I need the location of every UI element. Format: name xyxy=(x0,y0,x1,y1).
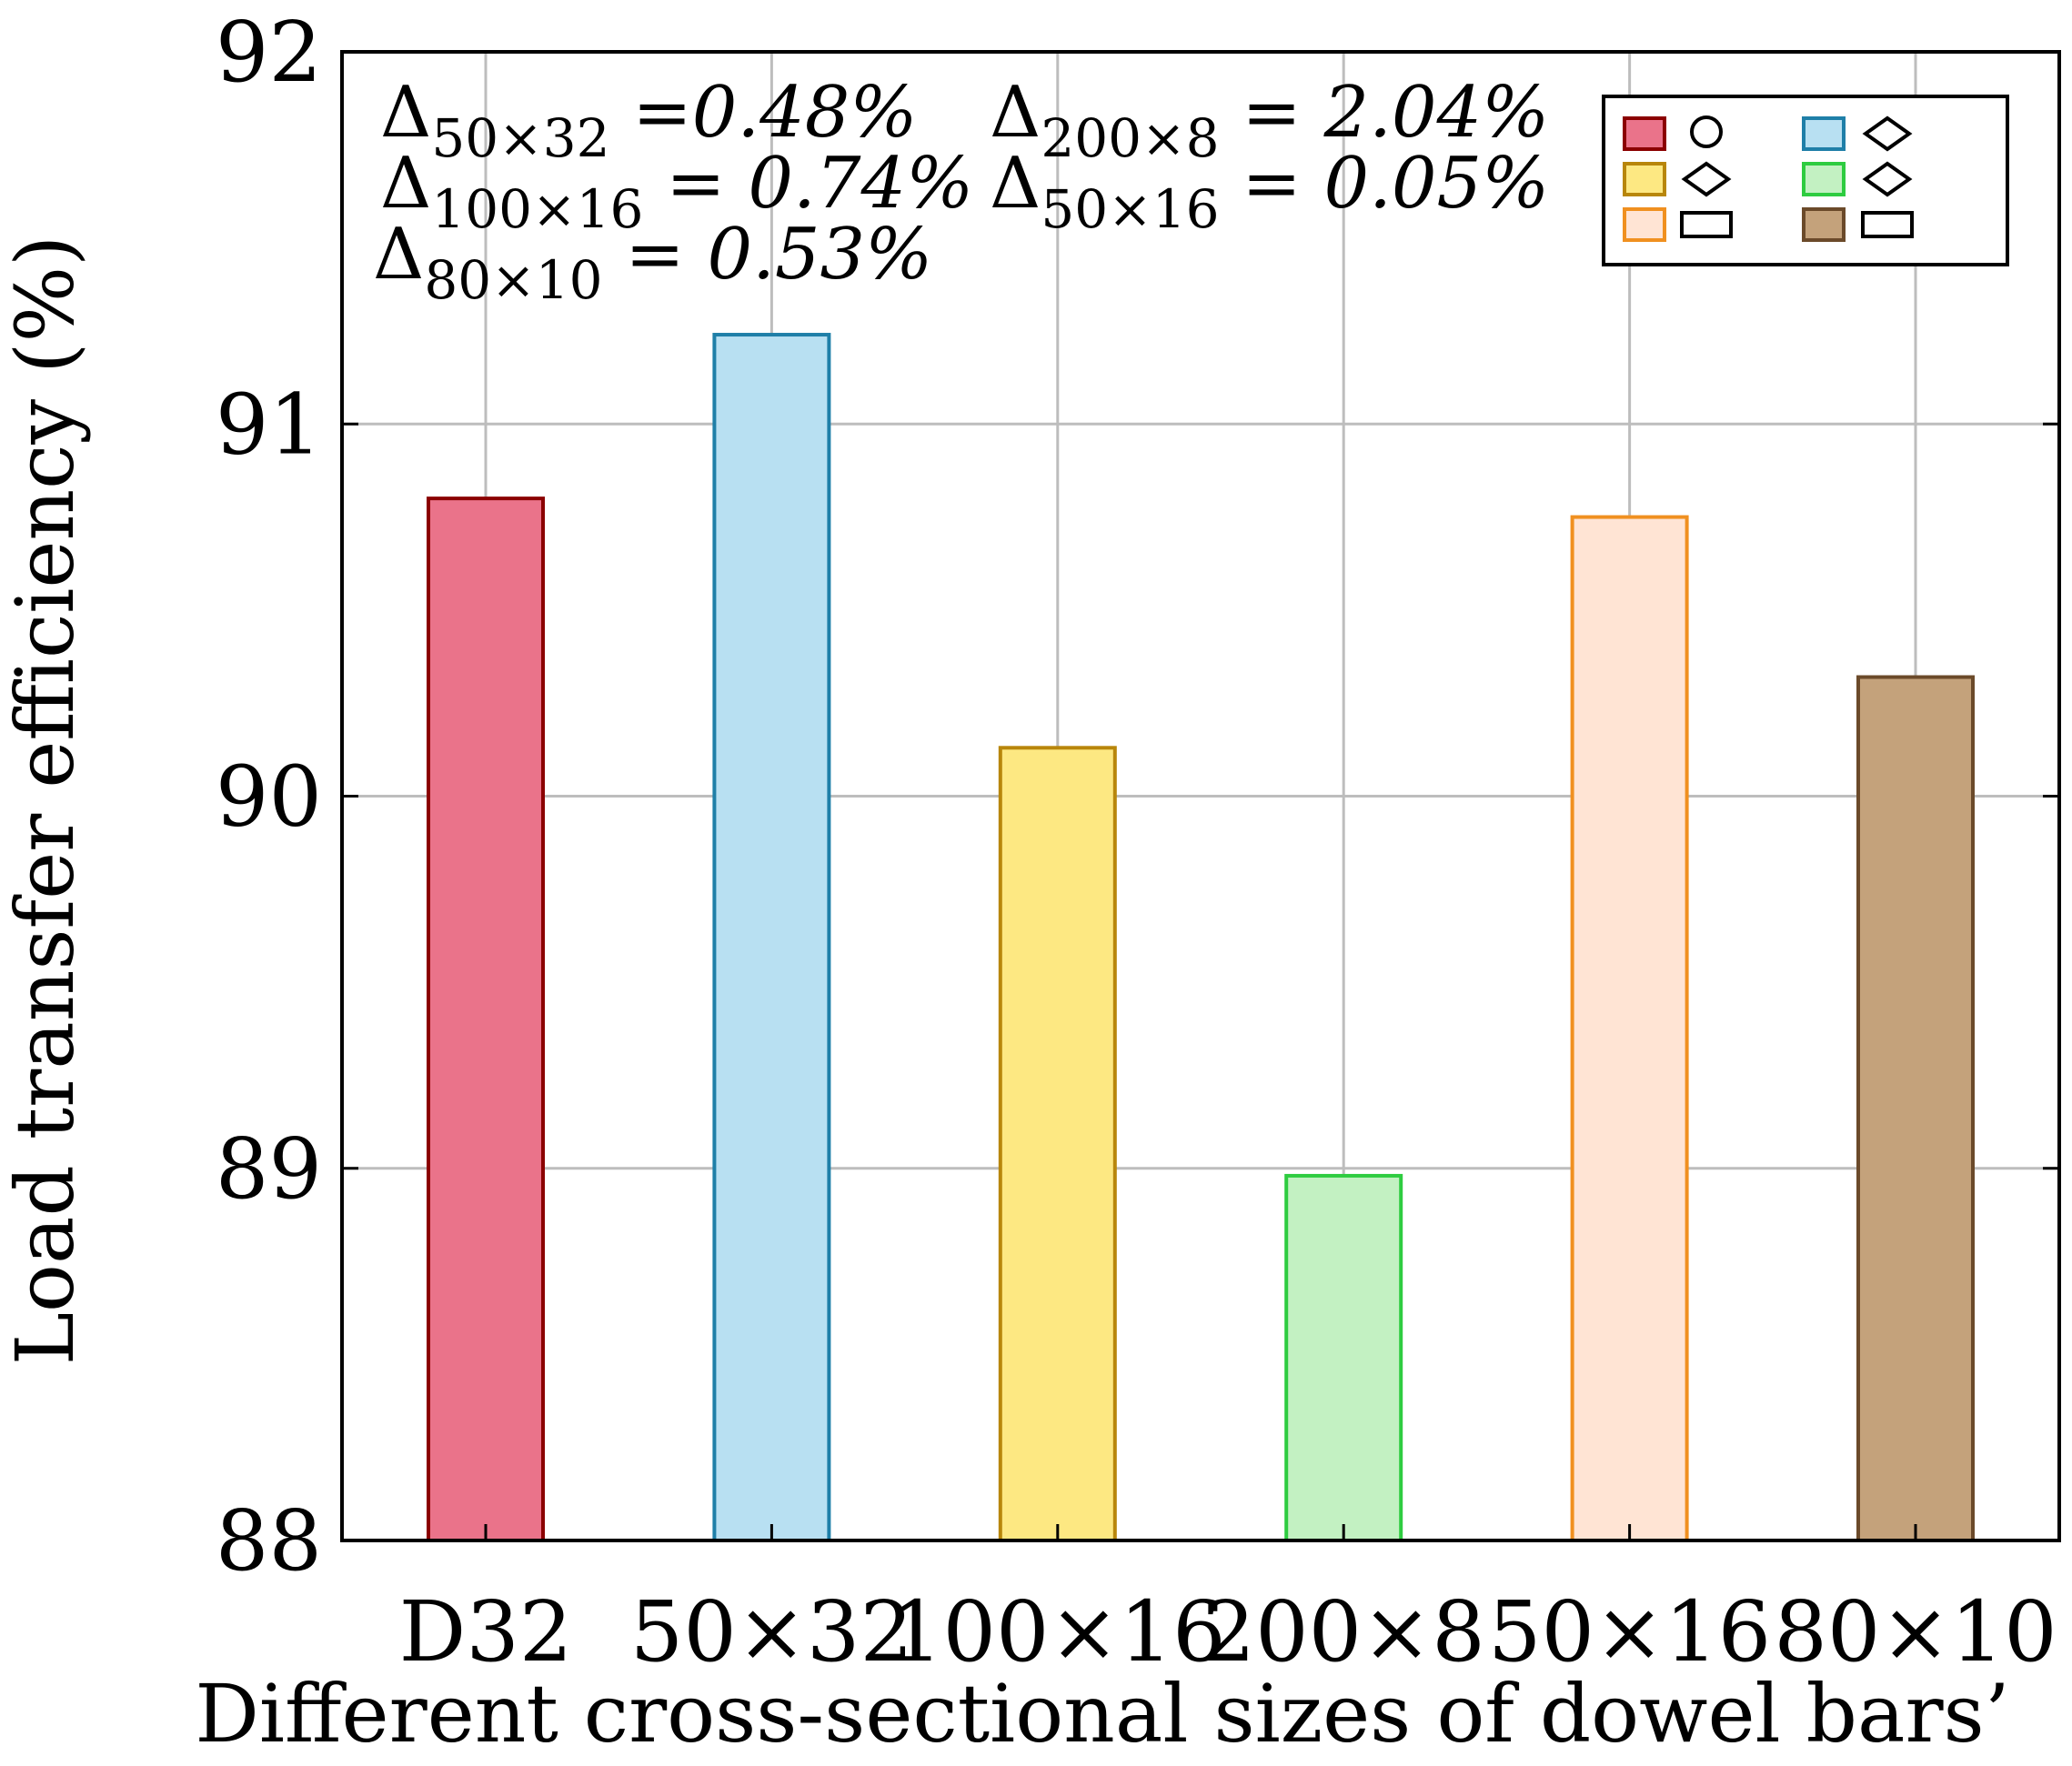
delta-value: = 0.05% xyxy=(1220,143,1550,225)
legend-swatch xyxy=(1802,162,1846,196)
legend-marker-diamond xyxy=(1681,161,1732,197)
legend-marker-rectangle xyxy=(1861,211,1914,238)
bar-2 xyxy=(998,746,1117,1542)
delta-subscript: 50×32 xyxy=(431,107,609,169)
delta-subscript: 200×8 xyxy=(1041,107,1219,169)
delta-subscript: 50×16 xyxy=(1041,178,1219,240)
legend-swatch xyxy=(1623,162,1666,196)
bar-1 xyxy=(712,333,831,1542)
y-tick-label: 88 xyxy=(216,1492,322,1590)
delta-annotations: Δ50×32 =0.48% Δ200×8 = 2.04%Δ100×16 = 0.7… xyxy=(373,72,1549,311)
legend-marker-diamond xyxy=(1862,115,1913,152)
delta-symbol: Δ xyxy=(373,214,424,296)
y-axis-title: Load transfer efficiency (%) xyxy=(0,236,92,1366)
legend-swatch xyxy=(1623,207,1666,242)
bars xyxy=(427,333,1975,1543)
delta-subscript: 80×10 xyxy=(424,249,602,311)
delta-subscript: 100×16 xyxy=(431,178,643,240)
legend-marker-circle xyxy=(1690,115,1723,148)
delta-value: = 0.53% xyxy=(603,214,933,296)
y-tick-label: 91 xyxy=(216,376,322,473)
delta-value: = 2.04% xyxy=(1220,72,1550,154)
delta-symbol: Δ xyxy=(380,143,431,225)
delta-annotation: Δ50×16 = 0.05% xyxy=(990,143,1549,240)
y-tick-label: 89 xyxy=(216,1120,322,1218)
x-tick-label: 50×16 xyxy=(1488,1583,1771,1681)
x-axis-title: Different cross-sectional sizes of dowel… xyxy=(195,1667,2009,1761)
delta-symbol: Δ xyxy=(990,143,1041,225)
y-tick-label: 90 xyxy=(216,748,322,846)
legend-swatch xyxy=(1802,207,1846,242)
delta-annotation: Δ200×8 = 2.04% xyxy=(990,72,1549,169)
legend-marker-rectangle xyxy=(1680,211,1733,238)
delta-symbol: Δ xyxy=(380,72,431,154)
delta-annotation: Δ100×16 = 0.74% xyxy=(380,143,973,240)
x-tick-label: 80×10 xyxy=(1774,1583,2057,1681)
x-tick-label: 200×8 xyxy=(1202,1583,1485,1681)
bar-3 xyxy=(1284,1173,1403,1543)
legend xyxy=(1602,95,2009,266)
legend-marker-diamond xyxy=(1862,161,1913,197)
legend-swatch xyxy=(1623,116,1666,151)
y-axis-ticks: 88 89 90 91 92 xyxy=(216,4,2059,1590)
bar-5 xyxy=(1856,675,1975,1542)
x-tick-label: 100×16 xyxy=(890,1583,1226,1681)
bar-0 xyxy=(427,497,545,1542)
delta-value: =0.48% xyxy=(610,72,918,154)
y-tick-label: 92 xyxy=(216,4,322,101)
delta-symbol: Δ xyxy=(990,72,1041,154)
bar-4 xyxy=(1570,515,1689,1542)
delta-annotation: Δ80×10 = 0.53% xyxy=(373,214,932,311)
legend-swatch xyxy=(1802,116,1846,151)
x-tick-label: 50×32 xyxy=(630,1583,913,1681)
delta-annotation: Δ50×32 =0.48% xyxy=(380,72,917,169)
x-tick-label: D32 xyxy=(399,1583,573,1681)
delta-value: = 0.74% xyxy=(643,143,973,225)
